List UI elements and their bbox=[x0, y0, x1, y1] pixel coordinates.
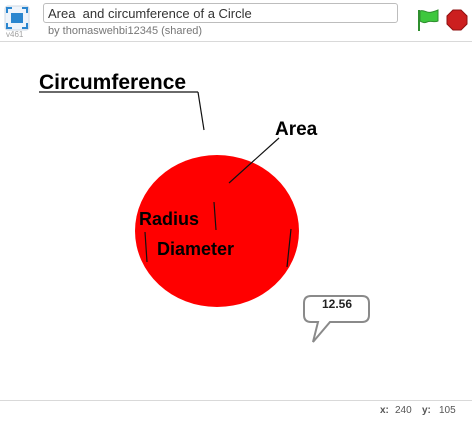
y-label: y: bbox=[422, 405, 431, 416]
label-area: Area bbox=[275, 119, 318, 140]
radius-line bbox=[213, 201, 217, 231]
area-pointer bbox=[228, 137, 280, 184]
coordinate-bar: x: 240 y: 105 bbox=[0, 400, 472, 421]
diameter-right-mark bbox=[286, 228, 292, 268]
stage-graphics bbox=[39, 91, 370, 343]
x-value: 240 bbox=[395, 405, 412, 416]
speech-bubble-shape bbox=[303, 295, 370, 343]
green-flag-icon[interactable] bbox=[414, 7, 440, 33]
x-label: x: bbox=[380, 405, 389, 416]
author-byline: by thomaswehbi12345 (shared) bbox=[48, 25, 203, 37]
y-value: 105 bbox=[439, 405, 456, 416]
fullscreen-icon[interactable] bbox=[4, 5, 30, 31]
speech-bubble-text: 12.56 bbox=[321, 297, 353, 311]
label-circumference: Circumference bbox=[39, 71, 187, 94]
version-label: v461 bbox=[6, 30, 24, 39]
stop-icon[interactable] bbox=[446, 9, 468, 31]
label-radius: Radius bbox=[139, 209, 200, 229]
stage-area[interactable]: Circumference Area Radius Diameter 12.56 bbox=[0, 42, 472, 400]
label-diameter: Diameter bbox=[157, 239, 235, 259]
diameter-left-mark bbox=[144, 231, 148, 263]
red-circle bbox=[135, 155, 299, 307]
circumference-pointer bbox=[197, 91, 205, 131]
project-title-input[interactable] bbox=[43, 3, 398, 23]
project-header: v461 by thomaswehbi12345 (shared) bbox=[0, 0, 472, 42]
